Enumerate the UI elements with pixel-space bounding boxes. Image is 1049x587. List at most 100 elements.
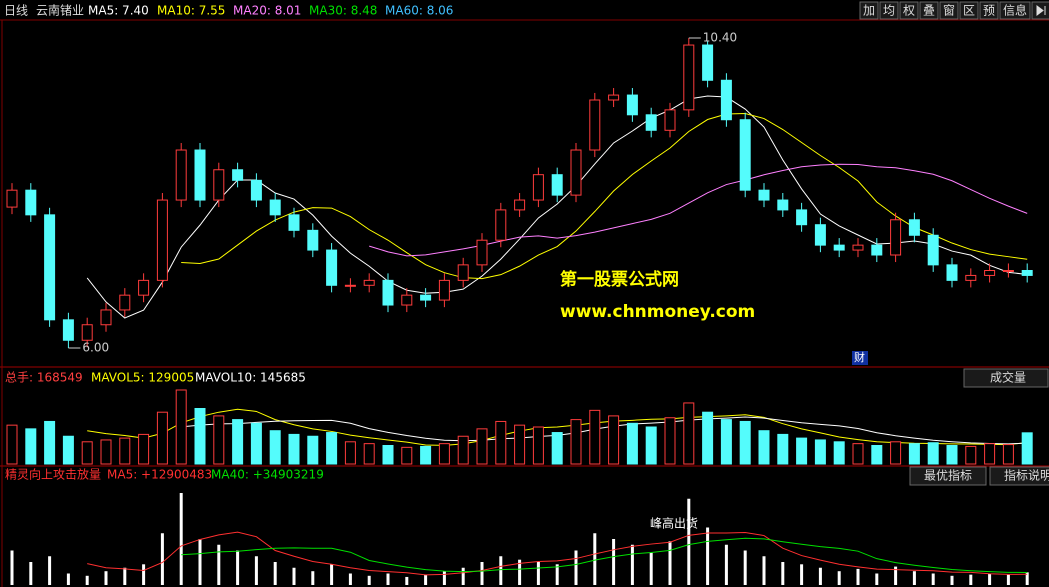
badge[interactable]: [852, 351, 868, 365]
volume-bar: [156, 411, 168, 465]
volume-bar: [514, 424, 526, 465]
panel-button[interactable]: [989, 466, 1049, 486]
indicator-bar: [198, 539, 202, 585]
panel-button-label[interactable]: 指标说明: [1004, 468, 1049, 483]
candle-body: [833, 244, 845, 251]
volume-bar: [307, 435, 319, 465]
indicator-bar: [800, 564, 804, 585]
volume-bar: [119, 437, 131, 465]
toolbar-button-label[interactable]: 叠: [923, 4, 935, 18]
annotation: 峰高出货: [650, 516, 698, 531]
volume-bar: [946, 445, 958, 465]
toolbar-button[interactable]: [959, 1, 979, 20]
indicator-bar: [66, 573, 70, 585]
toolbar-button[interactable]: [939, 1, 959, 20]
indicator-bar: [123, 567, 127, 585]
volume-bar: [288, 433, 300, 465]
volume-bar: [984, 443, 996, 465]
candle-body: [363, 279, 375, 286]
indicator-bar: [29, 562, 33, 585]
indicator-bar: [480, 562, 484, 585]
indicator-bar: [292, 567, 296, 585]
candle-body: [420, 294, 432, 301]
toolbar-button-label[interactable]: 区: [963, 4, 975, 18]
candle-body: [194, 149, 206, 201]
volume-bar: [495, 420, 507, 465]
indicator-bar: [254, 556, 258, 585]
candle-body: [683, 44, 695, 111]
indicator-bar: [950, 575, 954, 585]
volume-bar: [645, 426, 657, 465]
candle-body: [100, 309, 112, 326]
toolbar-button[interactable]: [999, 1, 1031, 20]
indicator-bar: [668, 541, 672, 585]
volume-bar: [81, 441, 93, 465]
volume-bar: [720, 419, 732, 465]
indicator-bar: [781, 562, 785, 585]
candle-body: [984, 270, 996, 276]
candle-body: [908, 219, 920, 236]
toolbar-button-label[interactable]: 预: [983, 4, 995, 18]
indicator-bar: [931, 573, 935, 585]
candle-body: [589, 99, 601, 151]
ma-line: [181, 537, 1028, 573]
candle-body: [119, 294, 131, 311]
ma-label: MA20: 8.01: [233, 4, 301, 18]
candle-body: [213, 169, 225, 201]
toolbar-button-label[interactable]: 窗: [943, 4, 955, 18]
toolbar-button-label[interactable]: 加: [863, 4, 875, 18]
indicator-bar: [160, 533, 164, 585]
volume-bar: [25, 428, 37, 465]
volume-bar: [570, 419, 582, 465]
period[interactable]: 日线: [4, 4, 28, 18]
low-label: 6.00: [82, 341, 109, 355]
candle-body: [965, 274, 977, 281]
indicator-label: MA5: +12900483: [107, 468, 212, 482]
candle-body: [156, 199, 168, 281]
watermark: 第一股票公式网: [560, 269, 679, 290]
volume-bar: [401, 446, 413, 465]
panel-button[interactable]: [963, 368, 1049, 388]
ma-line: [86, 95, 1028, 319]
toolbar-button-label[interactable]: 权: [903, 4, 915, 18]
toolbar-button[interactable]: [919, 1, 939, 20]
volume-bar: [532, 426, 544, 465]
indicator-bar: [649, 552, 653, 585]
indicator-bar: [348, 573, 352, 585]
volume-bar: [702, 411, 714, 465]
volume-bar: [363, 443, 375, 465]
ma-line: [181, 113, 1028, 280]
toolbar-button[interactable]: [859, 1, 879, 20]
volume-bar: [796, 437, 808, 465]
toolbar-icon[interactable]: [1036, 5, 1046, 16]
ma-line: [87, 531, 1028, 576]
ma-line: [181, 416, 1028, 445]
indicator-bar: [894, 566, 898, 585]
indicator-bar: [856, 568, 860, 585]
panel-button-label[interactable]: 最优指标: [924, 468, 972, 483]
volume-bar: [269, 430, 281, 465]
panel-button[interactable]: [909, 466, 987, 486]
candle-body: [175, 149, 187, 201]
volume-bar: [438, 443, 450, 465]
candle-body: [514, 199, 526, 211]
toolbar-button[interactable]: [879, 1, 899, 20]
indicator-bar: [367, 575, 371, 585]
indicator-bar: [743, 550, 747, 585]
volume-label: 总手: 168549: [5, 371, 83, 385]
indicator-bar: [273, 562, 277, 585]
candle-body: [81, 324, 93, 341]
toolbar-button[interactable]: [899, 1, 919, 20]
candle-body: [382, 279, 394, 306]
volume-bar: [739, 420, 751, 465]
indicator-bar: [48, 556, 52, 585]
toolbar-button[interactable]: [979, 1, 999, 20]
badge-label[interactable]: 财: [854, 350, 865, 364]
toolbar-button-label[interactable]: 均: [883, 4, 895, 18]
volume-bar: [6, 424, 18, 465]
toolbar-button-label[interactable]: 信息: [1003, 3, 1027, 18]
candle-body: [814, 224, 826, 246]
panel-button-label[interactable]: 成交量: [990, 370, 1026, 385]
candle-body: [476, 239, 488, 266]
indicator-bar: [536, 562, 540, 585]
